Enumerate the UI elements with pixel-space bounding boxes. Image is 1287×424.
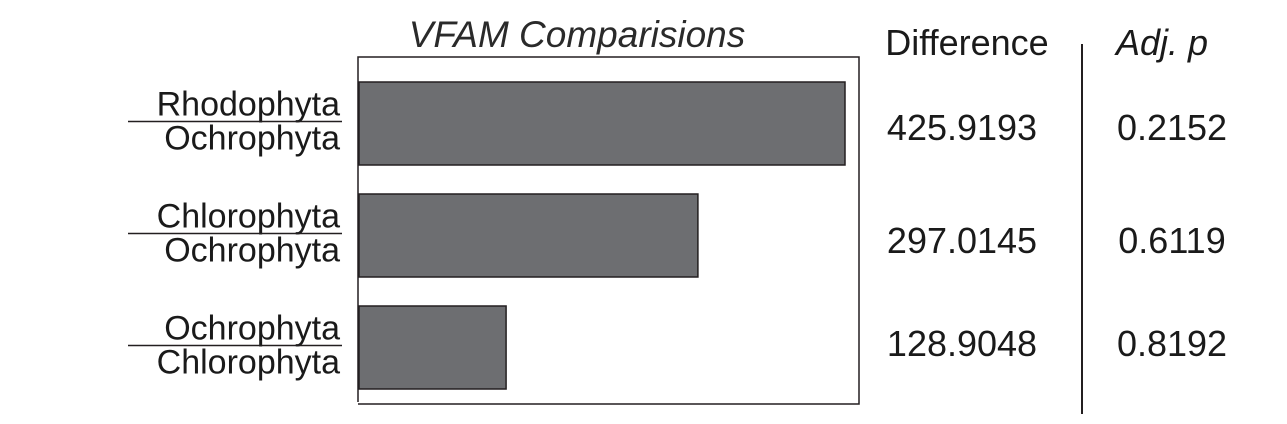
- adj-p-value: 0.8192: [1117, 323, 1227, 364]
- bar: [358, 193, 699, 278]
- row-label-denominator: Chlorophyta: [157, 344, 340, 382]
- difference-value: 297.0145: [887, 220, 1037, 261]
- adj-p-value: 0.2152: [1117, 107, 1227, 148]
- row-labels: RhodophytaOchrophytaChlorophytaOchrophyt…: [128, 86, 342, 382]
- difference-value: 425.9193: [887, 107, 1037, 148]
- bars: [358, 81, 846, 390]
- adj-p-column-header: Adj. p: [1114, 22, 1208, 63]
- row-label-numerator: Rhodophyta: [157, 86, 340, 124]
- row-label-denominator: Ochrophyta: [164, 232, 340, 270]
- bar: [358, 305, 507, 390]
- plot-frame: [357, 56, 860, 405]
- chart-title: VFAM Comparisions: [409, 14, 746, 55]
- adj-p-value: 0.6119: [1118, 220, 1225, 261]
- row-label-numerator: Chlorophyta: [157, 198, 340, 236]
- row-label-numerator: Ochrophyta: [164, 310, 340, 348]
- bar: [358, 81, 846, 166]
- value-columns: 425.9193 0.2152 297.0145 0.6119 128.9048 0.81…: [887, 107, 1227, 364]
- difference-value: 128.9048: [887, 323, 1037, 364]
- row-label-denominator: Ochrophyta: [164, 120, 340, 158]
- difference-column-header: Difference: [885, 22, 1048, 63]
